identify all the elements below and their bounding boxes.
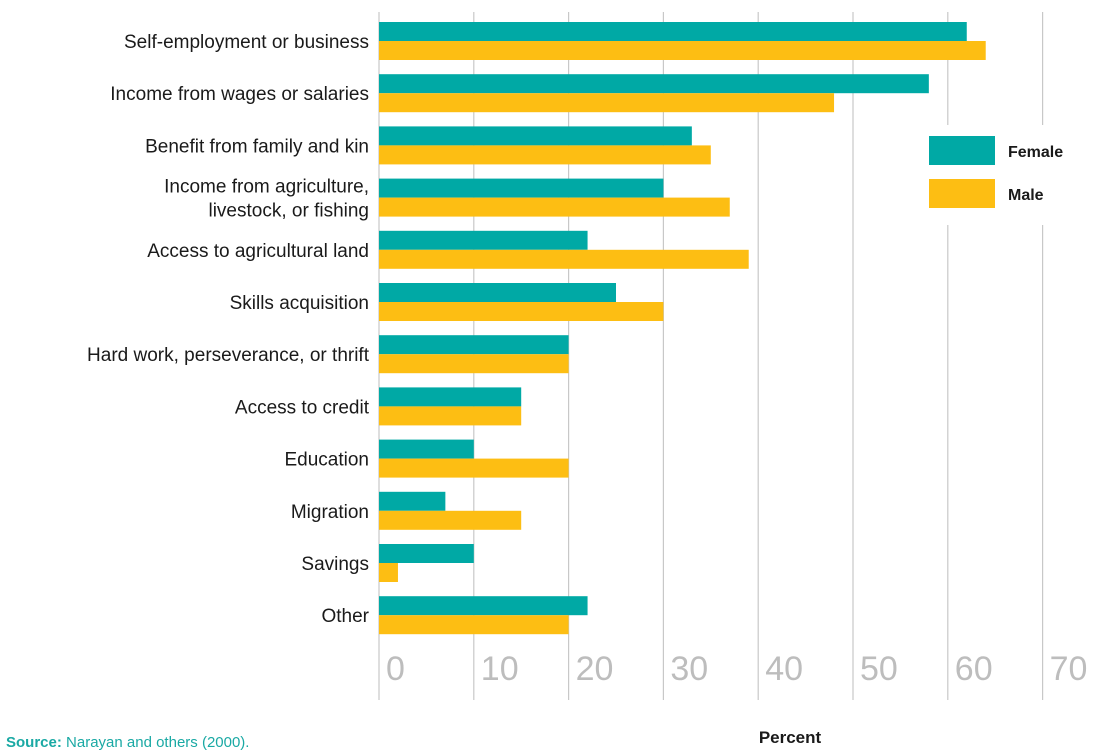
x-tick-70: 70 (1050, 650, 1088, 688)
legend: Female Male (929, 136, 1063, 208)
x-tick-60: 60 (955, 650, 993, 688)
bar-female-1 (379, 74, 929, 94)
bar-male-6 (379, 354, 569, 374)
category-label-5: Skills acquisition (230, 293, 369, 314)
bar-male-9 (379, 510, 522, 530)
bar-female-10 (379, 544, 474, 563)
category-label-3: Income from agriculture, livestock, or fi… (164, 177, 369, 222)
bar-female-2 (379, 126, 692, 146)
category-label-9: Migration (291, 502, 369, 523)
bar-male-3 (379, 197, 730, 217)
legend-label-female: Female (1008, 144, 1063, 161)
category-labels: Self-employment or business Income from w… (87, 32, 370, 627)
category-label-4: Access to agricultural land (147, 241, 369, 262)
x-tick-40: 40 (765, 650, 803, 688)
bar-female-11 (379, 596, 588, 616)
bar-male-0 (379, 41, 986, 60)
bar-female-4 (379, 230, 588, 250)
bar-male-4 (379, 249, 749, 269)
source-note: Source: Narayan and others (2000). (6, 734, 249, 751)
gridlines (378, 12, 1090, 700)
bar-male-2 (379, 145, 711, 165)
x-tick-10: 10 (481, 650, 519, 688)
x-tick-0: 0 (386, 650, 405, 688)
bar-male-11 (379, 615, 569, 635)
category-label-0: Self-employment or business (124, 32, 369, 53)
x-tick-20: 20 (576, 650, 614, 688)
x-tick-labels: 0 10 20 30 40 50 60 70 (386, 650, 1087, 688)
source-label: Source: (6, 734, 62, 751)
bar-male-8 (379, 458, 569, 478)
category-label-2: Benefit from family and kin (145, 136, 369, 157)
x-axis-label: Percent (759, 728, 822, 747)
bar-female-8 (379, 439, 474, 459)
legend-swatch-female (929, 136, 995, 165)
category-label-11: Other (321, 606, 369, 627)
x-tick-30: 30 (670, 650, 708, 688)
bar-female-5 (379, 283, 616, 302)
category-label-10: Savings (301, 554, 369, 575)
bar-female-9 (379, 491, 446, 511)
bar-female-7 (379, 387, 522, 407)
category-label-8: Education (284, 450, 369, 471)
bars (379, 22, 986, 635)
bar-female-6 (379, 335, 569, 355)
bar-female-3 (379, 178, 664, 198)
category-label-1: Income from wages or salaries (110, 84, 369, 105)
bar-male-1 (379, 93, 835, 113)
source-text: Narayan and others (2000). (66, 734, 250, 751)
bar-female-0 (379, 22, 967, 41)
category-label-6: Hard work, perseverance, or thrift (87, 345, 370, 366)
bar-male-7 (379, 406, 522, 426)
legend-label-male: Male (1008, 187, 1044, 204)
x-tick-50: 50 (860, 650, 898, 688)
legend-swatch-male (929, 179, 995, 208)
category-label-7: Access to credit (235, 397, 370, 418)
bar-male-10 (379, 563, 398, 582)
bar-male-5 (379, 302, 664, 321)
